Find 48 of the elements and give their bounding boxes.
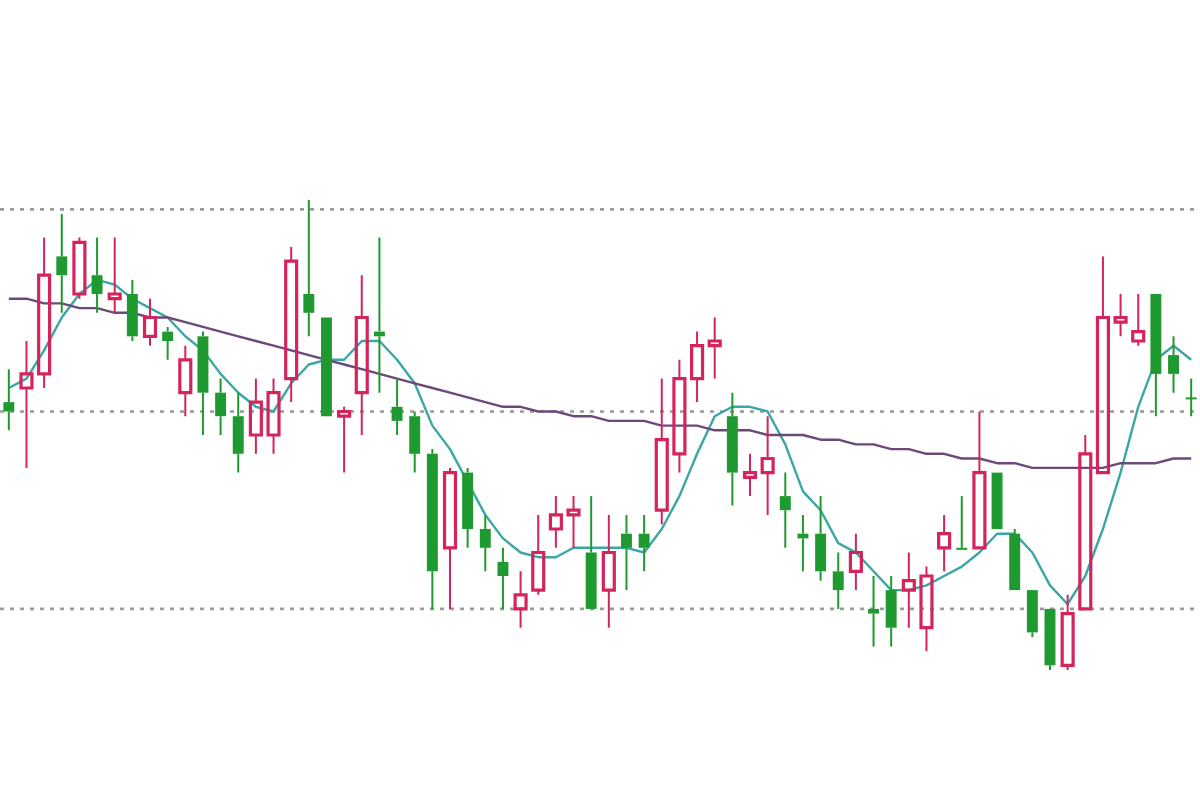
candlestick [215,377,227,436]
candlestick [354,274,369,436]
candlestick [126,278,138,342]
candlestick [303,199,315,338]
candlestick [178,344,193,418]
candlestick [760,415,775,516]
candlestick [197,330,209,436]
candlestick [868,575,879,648]
candlestick [91,236,103,314]
candlestick [497,546,509,610]
candlestick [284,246,299,404]
candlestick [726,391,738,507]
candlestick [621,513,632,592]
candlestick [956,495,968,550]
candlestick [601,513,616,629]
candlestick [479,513,491,573]
candlestick [1168,335,1179,394]
candlestick [1026,590,1038,639]
candlestick [531,513,546,596]
candlestick [585,495,597,609]
candlestick [972,410,987,550]
candlestick [638,513,650,573]
candlestick [1044,608,1056,671]
candlestick [848,532,863,592]
candlestick [1150,294,1162,418]
candlestick [1113,293,1128,338]
candlestick [1078,434,1093,611]
candlestick [462,466,474,549]
candlestick [56,213,68,314]
candlestick [513,570,528,629]
candlestick [409,410,421,474]
candlestick [885,575,897,648]
candlestick [832,551,844,610]
candlestick [3,368,15,432]
candlestick [937,513,952,573]
candlestick [426,448,438,610]
candlestick [707,316,722,380]
candlestick [815,495,827,582]
candlestick [1185,377,1197,418]
candlestick [1060,593,1075,671]
candlestick [779,471,791,549]
candlestick [107,236,122,314]
candlestick [391,377,403,436]
candlestick [1131,293,1146,347]
candlestick [1009,528,1021,591]
candlestick [162,325,174,361]
candlestick [232,391,244,474]
candlestick [337,405,352,474]
